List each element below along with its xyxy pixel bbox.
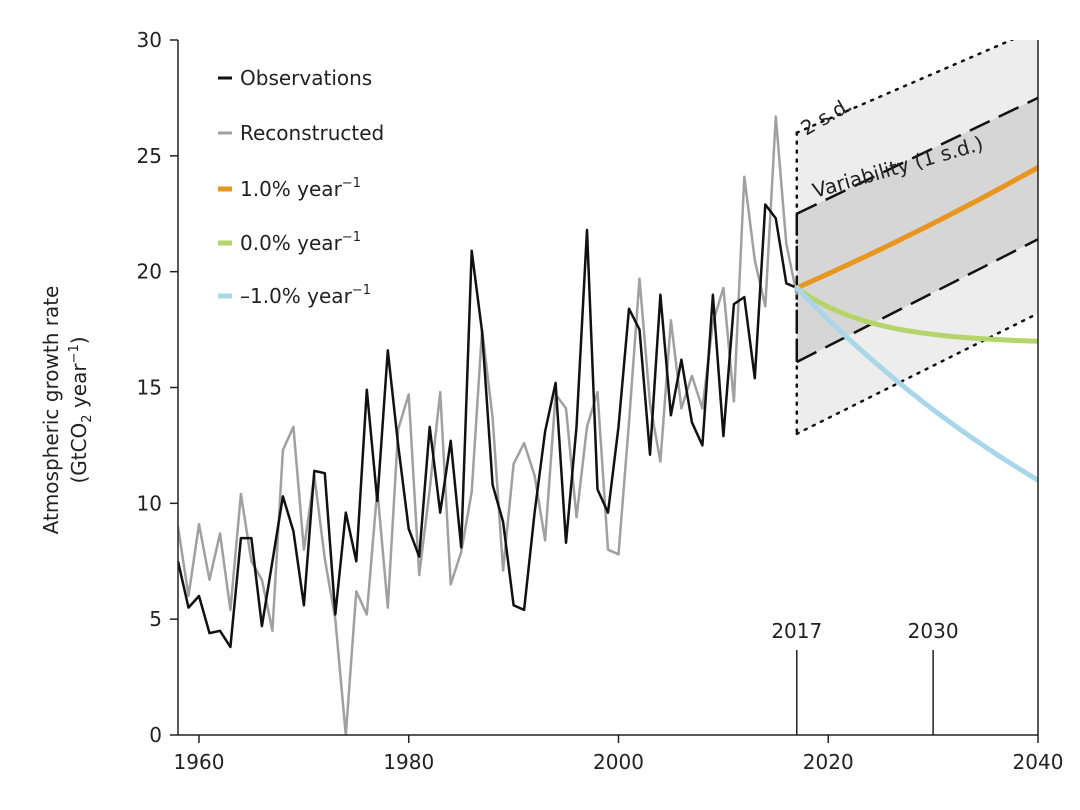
- y-tick-label-0: 0: [149, 723, 162, 747]
- legend-sup-minus1: −1: [352, 283, 371, 298]
- year-markers: 2017 2030: [771, 619, 959, 735]
- marker-label-2017: 2017: [771, 619, 822, 643]
- y-tick-label-5: 5: [149, 607, 162, 631]
- x-tick-label-2040: 2040: [1013, 750, 1064, 774]
- y-unit-part1: (GtCO: [67, 423, 91, 484]
- y-tick-label-25: 25: [137, 144, 162, 168]
- legend-text-zero: 0.0% year: [240, 231, 343, 255]
- one-sd-upper-line: [796, 96, 1038, 215]
- series-plus-1-percent: [794, 164, 1038, 291]
- x-tick-label-2020: 2020: [803, 750, 854, 774]
- y-unit-part2: year: [67, 363, 91, 415]
- y-unit-sup: −1: [67, 344, 82, 363]
- legend-sup-plus1: −1: [342, 176, 361, 191]
- y-tick-label-10: 10: [137, 491, 162, 515]
- x-tick-label-1980: 1980: [383, 750, 434, 774]
- series-reconstructed: [178, 115, 799, 735]
- marker-label-2030: 2030: [908, 619, 959, 643]
- legend: Observations Reconstructed 1.0% year−1 0…: [218, 66, 384, 308]
- x-tick-label-1960: 1960: [174, 750, 225, 774]
- two-sd-upper-line: [795, 40, 1015, 134]
- legend-label-minus1: –1.0% year−1: [240, 283, 371, 308]
- tick-marks: 1960 1980 2000 2020 2040 0 5 10 15 20 25 30: [137, 28, 1064, 774]
- y-axis-title-line1: Atmospheric growth rate: [39, 286, 63, 535]
- series-minus-1-percent: [794, 285, 1038, 483]
- y-tick-label-15: 15: [137, 376, 162, 400]
- legend-text-plus1: 1.0% year: [240, 177, 343, 201]
- legend-sup-zero: −1: [342, 230, 361, 245]
- series-lines: [178, 115, 1038, 735]
- legend-text-reconstructed: Reconstructed: [240, 121, 384, 145]
- y-axis-unit: (GtCO2 year−1): [67, 336, 95, 483]
- y-tick-label-20: 20: [137, 260, 162, 284]
- series-zero-percent: [794, 285, 1038, 344]
- x-tick-label-2000: 2000: [593, 750, 644, 774]
- legend-label-zero: 0.0% year−1: [240, 230, 361, 255]
- legend-label-reconstructed: Reconstructed: [240, 121, 384, 145]
- series-observations: [178, 203, 798, 649]
- legend-text-observations: Observations: [240, 66, 372, 90]
- legend-label-plus1: 1.0% year−1: [240, 176, 361, 201]
- two-sd-lower-line: [795, 312, 1038, 436]
- y-axis-title: Atmospheric growth rate: [39, 286, 63, 535]
- one-sd-lower-line: [796, 238, 1038, 364]
- y-unit-close: ): [67, 336, 91, 344]
- y-unit-sub: 2: [80, 414, 95, 422]
- legend-text-minus1: –1.0% year: [240, 284, 353, 308]
- legend-label-observations: Observations: [240, 66, 372, 90]
- y-tick-label-30: 30: [137, 28, 162, 52]
